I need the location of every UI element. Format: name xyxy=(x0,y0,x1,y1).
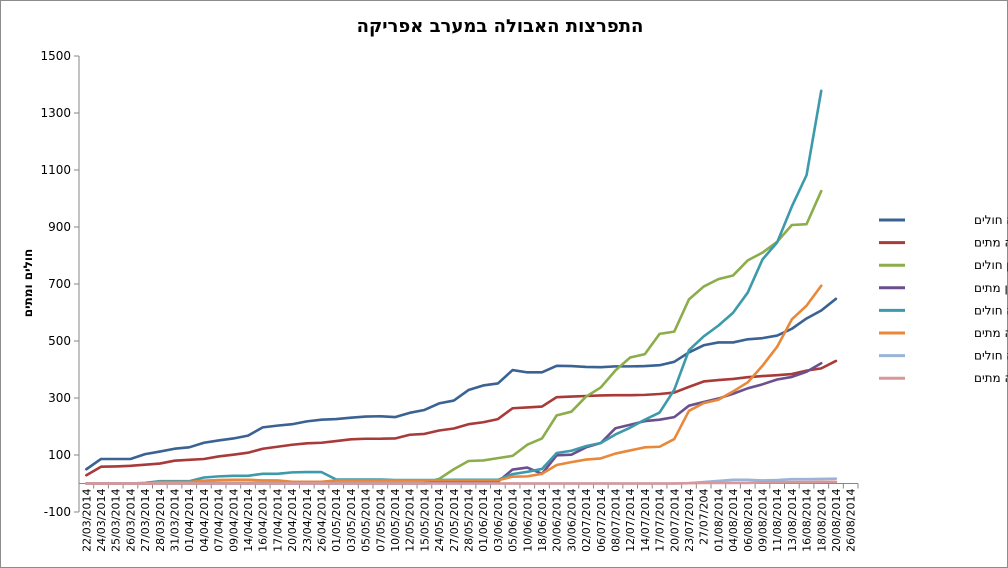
y-tick-label: 700 xyxy=(48,277,71,291)
x-tick-label: 03/05/2014 xyxy=(345,489,358,552)
legend-label-3: סיירה לאון חולים xyxy=(974,258,1008,272)
x-tick-label: 02/07/2014 xyxy=(580,489,593,552)
x-tick-label: 01/04/2014 xyxy=(183,489,196,552)
y-tick-label: -100 xyxy=(44,505,71,519)
x-tick-label: 22/03/2014 xyxy=(80,489,93,552)
x-tick-label: 16/04/2014 xyxy=(257,489,270,552)
legend-label-2: גינאה מתים xyxy=(974,236,1008,250)
x-tick-label: 23/07/2014 xyxy=(683,489,696,552)
x-tick-label: 10/05/2014 xyxy=(389,489,402,552)
legend-label-7: ניגריה חולים xyxy=(974,349,1008,363)
x-tick-label: 05/05/2014 xyxy=(360,489,373,552)
x-tick-label: 07/04/2014 xyxy=(213,489,226,552)
y-tick-label: 300 xyxy=(48,391,71,405)
x-tick-label: 24/03/2014 xyxy=(95,489,108,552)
x-tick-label: 03/06/2014 xyxy=(492,489,505,552)
y-tick-label: 1500 xyxy=(40,49,71,63)
x-tick-label: 06/08/2014 xyxy=(742,489,755,552)
x-tick-label: 27/07/204 xyxy=(698,489,711,545)
x-tick-label: 18/08/2014 xyxy=(815,489,828,552)
x-tick-label: 20/08/2014 xyxy=(830,489,843,552)
y-axis-label: חולים ומתים xyxy=(21,249,35,318)
x-tick-label: 12/07/2014 xyxy=(624,489,637,552)
legend-label-5: ליבריה חולים xyxy=(974,303,1008,317)
x-tick-label: 30/06/2014 xyxy=(565,489,578,552)
legend-label-6: ליבריה מתים xyxy=(974,326,1008,340)
x-tick-label: 18/06/2014 xyxy=(536,489,549,552)
x-tick-label: 28/05/2014 xyxy=(463,489,476,552)
x-tick-label: 04/08/2014 xyxy=(727,489,740,552)
x-tick-label: 16/08/2014 xyxy=(801,489,814,552)
x-tick-label: 12/05/2014 xyxy=(404,489,417,552)
x-tick-label: 13/08/2014 xyxy=(786,489,799,552)
x-tick-label: 17/07/2014 xyxy=(654,489,667,552)
plot-area: -100 100 300 500 700 900 1100 1300 1500 22/03/201… xyxy=(40,49,859,552)
x-tick-label: 08/07/2014 xyxy=(609,489,622,552)
x-tick-label: 15/05/2014 xyxy=(418,489,431,552)
x-tick-label: 24/05/2014 xyxy=(433,489,446,552)
x-tick-label: 17/04/2014 xyxy=(271,489,284,552)
y-tick-label: 1100 xyxy=(40,163,71,177)
y-tick-label: 900 xyxy=(48,220,71,234)
x-tick-label: 10/06/2014 xyxy=(521,489,534,552)
series-line-6 xyxy=(85,284,823,485)
series-line-3 xyxy=(85,189,823,485)
x-tick-label: 05/06/2014 xyxy=(507,489,520,552)
legend-label-1: גינאה חולים xyxy=(974,213,1008,227)
x-tick-label: 31/03/2014 xyxy=(169,489,182,552)
x-tick-label: 23/04/2014 xyxy=(301,489,314,552)
x-tick-label: 26/04/2014 xyxy=(316,489,329,552)
x-tick-label: 06/07/2014 xyxy=(595,489,608,552)
x-tick-label: 14/07/2014 xyxy=(639,489,652,552)
x-tick-label: 07/05/2014 xyxy=(374,489,387,552)
x-tick-label: 25/03/2014 xyxy=(110,489,123,552)
legend-label-8: ניגריה מתים xyxy=(974,371,1008,385)
series-line-2 xyxy=(85,359,838,477)
x-tick-label: 09/04/2014 xyxy=(227,489,240,552)
legend-label-4: סיירה לאון מתים xyxy=(974,281,1008,295)
series-line-8 xyxy=(85,480,838,485)
x-tick-label: 20/07/2014 xyxy=(668,489,681,552)
x-tick-label: 01/05/2014 xyxy=(330,489,343,552)
x-tick-label: 26/08/2014 xyxy=(845,489,858,552)
legend: גינאה חולים גינאה מתים סיירה לאון חולים סיי… xyxy=(879,213,1008,385)
x-tick-label: 27/05/2014 xyxy=(448,489,461,552)
x-tick-label: 09/08/2014 xyxy=(756,489,769,552)
x-tick-label: 20/06/2014 xyxy=(551,489,564,552)
x-tick-label: 01/08/2014 xyxy=(712,489,725,552)
x-tick-label: 14/04/2014 xyxy=(242,489,255,552)
x-tick-label: 26/03/2014 xyxy=(124,489,137,552)
y-tick-label: 100 xyxy=(48,448,71,462)
x-tick-label: 20/04/2014 xyxy=(286,489,299,552)
x-tick-label: 04/04/2014 xyxy=(198,489,211,552)
chart-title: התפרצות האבולה במערב אפריקה xyxy=(357,16,644,37)
y-tick-label: 1300 xyxy=(40,106,71,120)
series-line-5 xyxy=(85,89,823,485)
x-tick-label: 11/08/2014 xyxy=(771,489,784,552)
y-tick-label: 500 xyxy=(48,334,71,348)
series-line-1 xyxy=(85,297,838,471)
x-tick-label: 28/03/2014 xyxy=(154,489,167,552)
x-tick-label: 01/06/2014 xyxy=(477,489,490,552)
x-tick-label: 27/03/2014 xyxy=(139,489,152,552)
